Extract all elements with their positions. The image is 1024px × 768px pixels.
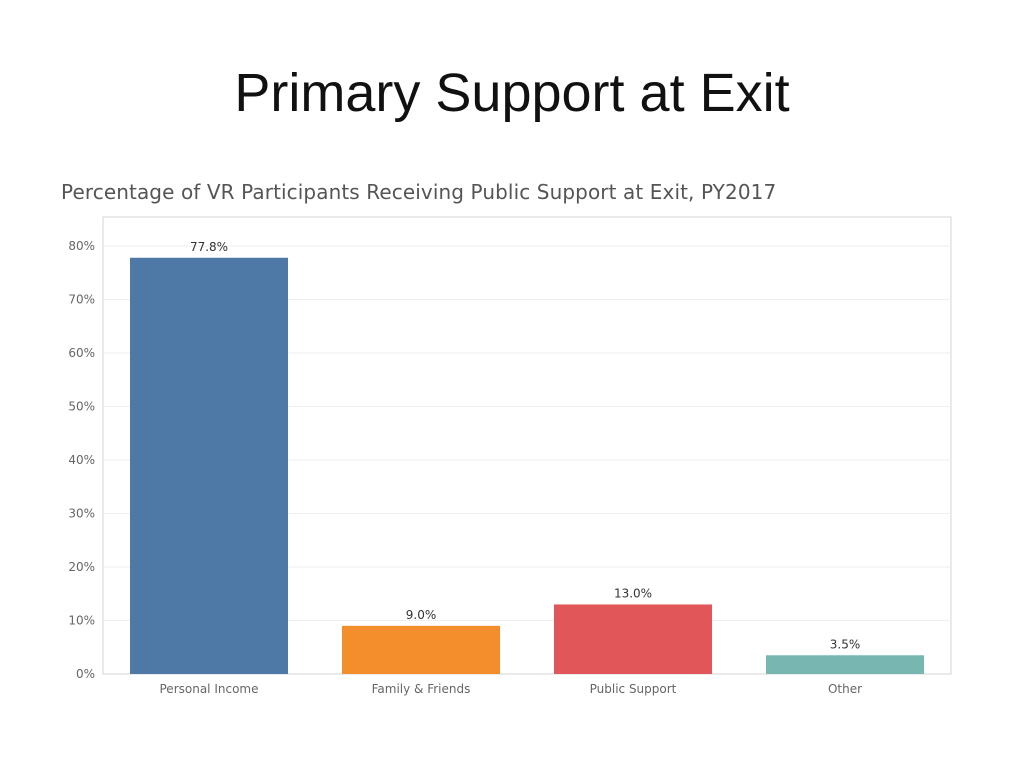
x-category-label: Family & Friends bbox=[372, 682, 471, 696]
y-tick-label: 50% bbox=[68, 400, 95, 414]
bar-other bbox=[766, 655, 924, 674]
y-tick-label: 70% bbox=[68, 293, 95, 307]
bar-public-support bbox=[554, 604, 712, 674]
bar-value-label: 9.0% bbox=[406, 608, 437, 622]
bar-personal-income bbox=[130, 257, 288, 674]
y-tick-label: 40% bbox=[68, 453, 95, 467]
chart-title: Percentage of VR Participants Receiving … bbox=[61, 180, 777, 204]
x-category-label: Other bbox=[828, 682, 862, 696]
plot-area-frame bbox=[102, 216, 952, 675]
y-tick-label: 10% bbox=[68, 614, 95, 628]
y-tick-label: 80% bbox=[68, 239, 95, 253]
x-category-label: Personal Income bbox=[160, 682, 259, 696]
y-tick-label: 30% bbox=[68, 507, 95, 521]
bar-value-label: 3.5% bbox=[830, 637, 861, 651]
slide-title: Primary Support at Exit bbox=[234, 63, 790, 123]
y-tick-label: 20% bbox=[68, 560, 95, 574]
bar-value-label: 77.8% bbox=[190, 240, 228, 254]
bar-value-label: 13.0% bbox=[614, 586, 652, 600]
y-tick-label: 60% bbox=[68, 346, 95, 360]
x-category-label: Public Support bbox=[590, 682, 677, 696]
y-tick-label: 0% bbox=[76, 667, 95, 681]
bar-family-friends bbox=[342, 625, 500, 674]
